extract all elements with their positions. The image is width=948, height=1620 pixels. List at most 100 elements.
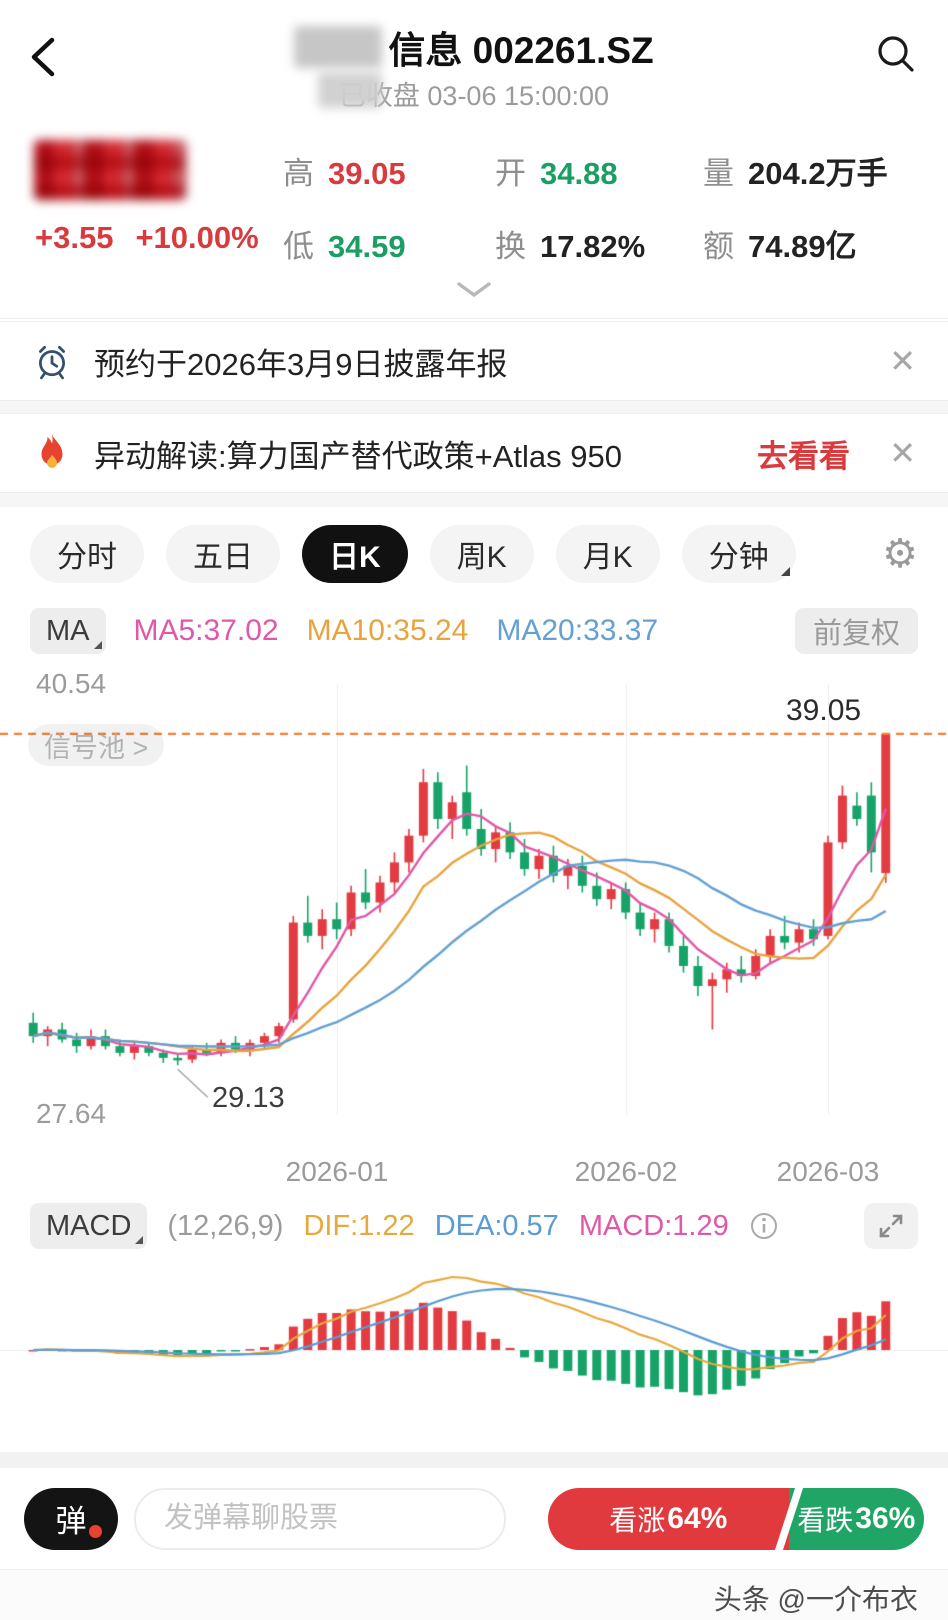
ma-selector-label: MA bbox=[46, 614, 90, 647]
danmu-dot-icon bbox=[89, 1524, 102, 1538]
ma-indicator-bar: MA MA5:37.02 MA10:35.24 MA20:33.37 前复权 bbox=[0, 602, 948, 660]
redacted-last-price bbox=[34, 140, 186, 200]
danmu-label: 弹 bbox=[55, 1504, 87, 1539]
high-label: 高 bbox=[283, 156, 314, 191]
dea-value: DEA:0.57 bbox=[434, 1209, 559, 1242]
x-label-march: 2026-03 bbox=[776, 1156, 880, 1187]
quote-panel: +3.55 +10.00% 高 39.05 低 34.59 开 34.88 换 17.8… bbox=[0, 118, 948, 319]
sentiment-vote-bar: 看涨 64% 看跌 36% bbox=[548, 1487, 924, 1550]
ma20-value: MA20:33.37 bbox=[496, 614, 659, 647]
search-icon bbox=[878, 36, 914, 72]
x-label-february: 2026-02 bbox=[574, 1156, 678, 1187]
high-price-annotation: 39.05 bbox=[786, 694, 862, 727]
quote-col-open-turnover: 开 34.88 换 17.82% bbox=[495, 148, 645, 266]
tab-monthly-k[interactable]: 月K bbox=[555, 525, 660, 583]
y-axis-max-label: 40.54 bbox=[36, 668, 107, 699]
kline-canvas[interactable] bbox=[0, 662, 948, 1154]
bottom-action-bar: 弹 看涨 64% 看跌 36% bbox=[0, 1468, 948, 1570]
danmu-input[interactable] bbox=[134, 1487, 506, 1550]
open-value: 34.88 bbox=[540, 156, 618, 191]
header: 信息 002261.SZ 已收盘 03-06 15:00:00 bbox=[0, 0, 948, 118]
vote-bullish-button[interactable]: 看涨 64% bbox=[548, 1487, 789, 1550]
search-button[interactable] bbox=[874, 32, 918, 76]
y-axis-min-label: 27.64 bbox=[36, 1098, 107, 1129]
macd-params: (12,26,9) bbox=[167, 1209, 284, 1242]
fullscreen-button[interactable] bbox=[864, 1203, 918, 1249]
tab-label: 月K bbox=[582, 541, 633, 574]
bullish-percent: 64% bbox=[667, 1501, 728, 1535]
page-title: 信息 002261.SZ bbox=[388, 30, 654, 71]
amount-label: 额 bbox=[703, 229, 734, 264]
notice-hot-news[interactable]: 异动解读:算力国产替代政策+Atlas 950 去看看 ✕ bbox=[0, 413, 948, 493]
bullish-label: 看涨 bbox=[609, 1504, 666, 1536]
notice-annual-report[interactable]: 预约于2026年3月9日披露年报 ✕ bbox=[0, 321, 948, 401]
notice-text: 异动解读:算力国产替代政策+Atlas 950 bbox=[94, 438, 622, 474]
redacted-stock-name bbox=[294, 26, 383, 68]
quote-col-high-low: 高 39.05 低 34.59 bbox=[283, 148, 406, 266]
info-icon[interactable] bbox=[749, 1211, 779, 1241]
tab-daily-k[interactable]: 日K bbox=[302, 525, 408, 583]
dropdown-triangle-icon bbox=[135, 1236, 144, 1244]
dif-value: DIF:1.22 bbox=[303, 1209, 415, 1242]
period-tab-bar: 分时 五日 日K 周K 月K 分钟 ⚙ bbox=[0, 507, 948, 601]
macd-selector-label: MACD bbox=[46, 1209, 132, 1242]
macd-indicator-bar: MACD (12,26,9) DIF:1.22 DEA:0.57 MACD:1.… bbox=[0, 1198, 948, 1254]
macd-chart[interactable] bbox=[0, 1258, 948, 1433]
dropdown-triangle-icon bbox=[93, 641, 102, 649]
redacted-status-fragment bbox=[318, 72, 382, 108]
low-label: 低 bbox=[283, 229, 314, 264]
footer-strip: 头条 @一介布衣 bbox=[0, 1570, 948, 1620]
ma-selector-button[interactable]: MA bbox=[30, 608, 106, 654]
tab-label: 日K bbox=[329, 541, 381, 574]
expand-icon bbox=[879, 1214, 903, 1238]
high-value: 39.05 bbox=[328, 156, 406, 191]
macd-value: MACD:1.29 bbox=[578, 1209, 729, 1242]
market-status: 已收盘 03-06 15:00:00 bbox=[338, 81, 610, 111]
go-see-link[interactable]: 去看看 bbox=[757, 438, 850, 474]
amount-value: 74.89亿 bbox=[748, 229, 857, 264]
forward-adjust-button[interactable]: 前复权 bbox=[794, 608, 918, 654]
chevron-down-icon bbox=[457, 282, 491, 298]
back-button[interactable] bbox=[26, 32, 70, 82]
macd-canvas[interactable] bbox=[0, 1258, 948, 1433]
x-axis-labels: 2026-01 2026-02 2026-03 bbox=[0, 1156, 948, 1192]
tab-weekly-k[interactable]: 周K bbox=[429, 525, 534, 583]
candlestick-chart[interactable]: 40.54 信号池 > 39.05 29.13 27.64 bbox=[0, 662, 948, 1154]
section-gap bbox=[0, 401, 948, 413]
tab-intraday-period[interactable]: 分钟 bbox=[681, 525, 796, 583]
notice-close-button[interactable]: ✕ bbox=[889, 343, 916, 379]
volume-label: 量 bbox=[703, 156, 734, 191]
tab-five-day[interactable]: 五日 bbox=[166, 525, 280, 583]
change-percent: +10.00% bbox=[135, 220, 259, 255]
tab-minute[interactable]: 分时 bbox=[30, 525, 144, 583]
flame-icon bbox=[32, 432, 72, 474]
notice-text: 预约于2026年3月9日披露年报 bbox=[94, 346, 508, 382]
macd-selector-button[interactable]: MACD bbox=[30, 1203, 148, 1249]
x-label-january: 2026-01 bbox=[285, 1156, 389, 1187]
tab-label: 分钟 bbox=[708, 541, 769, 574]
alarm-icon bbox=[32, 342, 72, 380]
volume-value: 204.2万手 bbox=[748, 156, 888, 191]
open-label: 开 bbox=[495, 156, 526, 191]
signal-pool-button[interactable]: 信号池 > bbox=[28, 724, 165, 766]
vote-bearish-button[interactable]: 看跌 36% bbox=[788, 1487, 924, 1550]
notice-close-button[interactable]: ✕ bbox=[889, 435, 916, 471]
danmu-toggle-button[interactable]: 弹 bbox=[24, 1487, 118, 1550]
turnover-label: 换 bbox=[495, 229, 526, 264]
title-row: 信息 002261.SZ bbox=[0, 20, 948, 74]
bearish-percent: 36% bbox=[855, 1501, 916, 1535]
low-value: 34.59 bbox=[328, 229, 406, 264]
quote-col-volume-amount: 量 204.2万手 额 74.89亿 bbox=[703, 148, 888, 266]
low-price-annotation: 29.13 bbox=[212, 1082, 285, 1114]
change-value: +3.55 bbox=[35, 220, 114, 255]
settings-gear-icon[interactable]: ⚙ bbox=[882, 532, 918, 576]
expand-quote-button[interactable] bbox=[454, 280, 494, 302]
turnover-value: 17.82% bbox=[540, 229, 646, 264]
section-gap bbox=[0, 1452, 948, 1468]
back-chevron-icon bbox=[31, 37, 55, 77]
section-gap bbox=[0, 493, 948, 507]
tab-label: 周K bbox=[456, 541, 507, 574]
ma10-value: MA10:35.24 bbox=[306, 614, 469, 647]
tab-label: 五日 bbox=[193, 541, 253, 574]
